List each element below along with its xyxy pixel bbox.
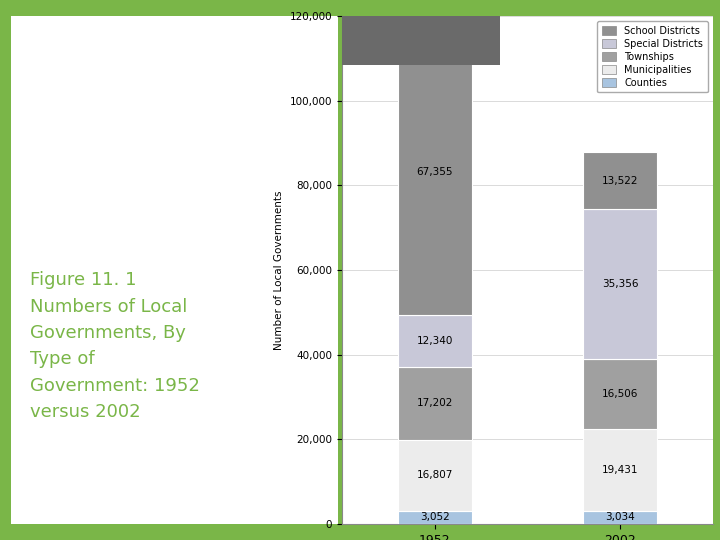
Bar xyxy=(583,210,657,359)
Bar xyxy=(583,359,657,429)
Legend: School Districts, Special Districts, Townships, Municipalities, Counties: School Districts, Special Districts, Tow… xyxy=(597,21,708,92)
Text: 67,355: 67,355 xyxy=(416,167,453,177)
Text: 16,807: 16,807 xyxy=(416,470,453,481)
Bar xyxy=(397,440,472,511)
Bar xyxy=(397,367,472,440)
Bar xyxy=(583,429,657,511)
Text: 13,522: 13,522 xyxy=(602,176,639,186)
Bar xyxy=(397,511,472,524)
Bar xyxy=(583,152,657,210)
Text: 16,506: 16,506 xyxy=(602,389,639,399)
Bar xyxy=(397,315,472,367)
Text: 19,431: 19,431 xyxy=(602,465,639,475)
Text: 17,202: 17,202 xyxy=(416,399,453,408)
Text: 3,034: 3,034 xyxy=(606,512,635,522)
Text: 3,052: 3,052 xyxy=(420,512,449,522)
Text: 12,340: 12,340 xyxy=(416,336,453,346)
Text: 35,356: 35,356 xyxy=(602,279,639,289)
Y-axis label: Number of Local Governments: Number of Local Governments xyxy=(274,190,284,350)
Text: Figure 11. 1
Numbers of Local
Governments, By
Type of
Government: 1952
versus 20: Figure 11. 1 Numbers of Local Government… xyxy=(30,271,200,421)
Bar xyxy=(397,30,472,315)
Bar xyxy=(583,511,657,524)
